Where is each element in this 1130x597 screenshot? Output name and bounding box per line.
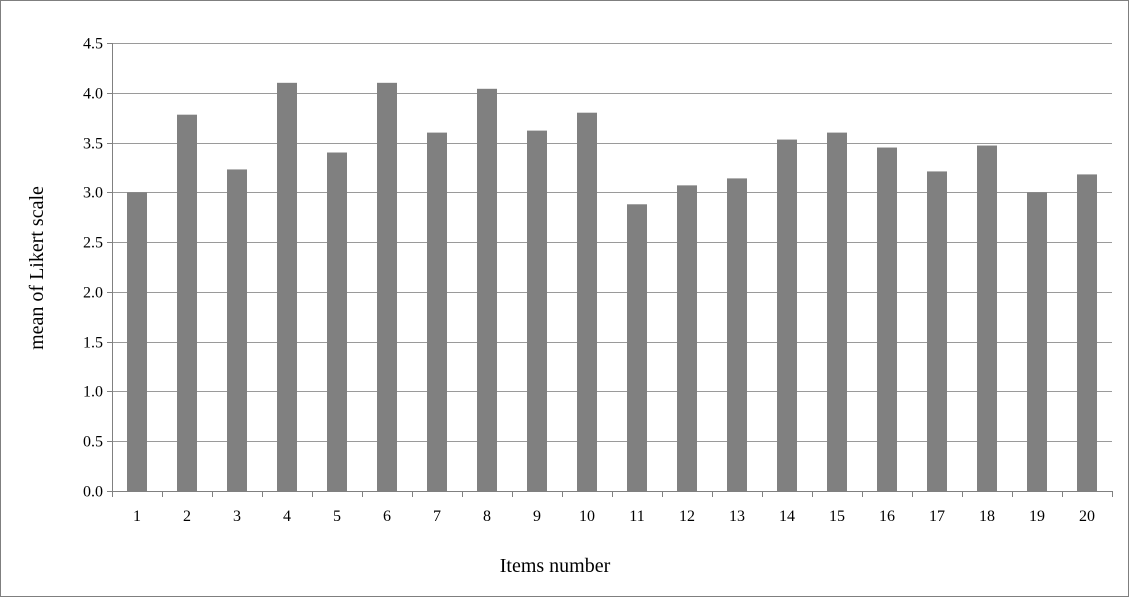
bar [477, 88, 497, 491]
x-tick-label: 16 [879, 508, 895, 525]
bar [927, 171, 947, 491]
x-tick-label: 17 [929, 508, 945, 525]
bar [427, 132, 447, 491]
x-tick-label: 13 [729, 508, 745, 525]
bar [327, 152, 347, 491]
bar [377, 82, 397, 492]
x-tick-label: 14 [779, 508, 795, 525]
x-tick-label: 19 [1029, 508, 1045, 525]
x-tick-label: 6 [383, 508, 391, 525]
x-tick-label: 11 [629, 508, 644, 525]
bar [1077, 174, 1097, 491]
x-tick-label: 7 [433, 508, 441, 525]
y-tick-label: 2.0 [83, 285, 103, 302]
bar [727, 178, 747, 491]
bar [877, 147, 897, 492]
bar [177, 114, 197, 492]
x-tick-label: 10 [579, 508, 595, 525]
bar [777, 139, 797, 491]
bar [1027, 192, 1047, 492]
x-tick-label: 1 [133, 508, 141, 525]
bar [277, 82, 297, 492]
x-tick-label: 2 [183, 508, 191, 525]
axes [107, 43, 1113, 497]
x-tick-label: 12 [679, 508, 695, 525]
y-tick-label: 4.0 [83, 86, 103, 103]
bar [627, 204, 647, 491]
y-tick-label: 0.0 [83, 484, 103, 501]
y-tick-label: 0.5 [83, 434, 103, 451]
x-axis-title: Items number [500, 555, 611, 577]
x-tick-label: 15 [829, 508, 845, 525]
x-tick-label: 18 [979, 508, 995, 525]
bars-group [127, 82, 1097, 492]
x-tick-labels: 1 2 3 4 5 6 7 8 9 10 11 12 13 14 15 16 17 18 19 20 [133, 508, 1095, 525]
y-tick-label: 1.5 [83, 335, 103, 352]
x-tick-label: 20 [1079, 508, 1095, 525]
bar [127, 192, 147, 492]
x-tick-label: 8 [483, 508, 491, 525]
x-tick-label: 3 [233, 508, 241, 525]
y-tick-label: 1.0 [83, 384, 103, 401]
x-tick-label: 9 [533, 508, 541, 525]
bar [577, 112, 597, 491]
y-tick-labels: 0.0 0.5 1.0 1.5 2.0 2.5 3.0 3.5 4.0 4.5 [83, 36, 103, 501]
bar [827, 132, 847, 491]
y-tick-label: 2.5 [83, 235, 103, 252]
y-tick-label: 3.5 [83, 136, 103, 153]
y-tick-label: 3.0 [83, 185, 103, 202]
x-tick-label: 5 [333, 508, 341, 525]
bar [977, 145, 997, 491]
bar [527, 130, 547, 491]
bar [677, 185, 697, 491]
y-tick-label: 4.5 [83, 36, 103, 53]
bar [227, 169, 247, 492]
x-tick-label: 4 [283, 508, 291, 525]
y-axis-title: mean of Likert scale [26, 186, 48, 350]
